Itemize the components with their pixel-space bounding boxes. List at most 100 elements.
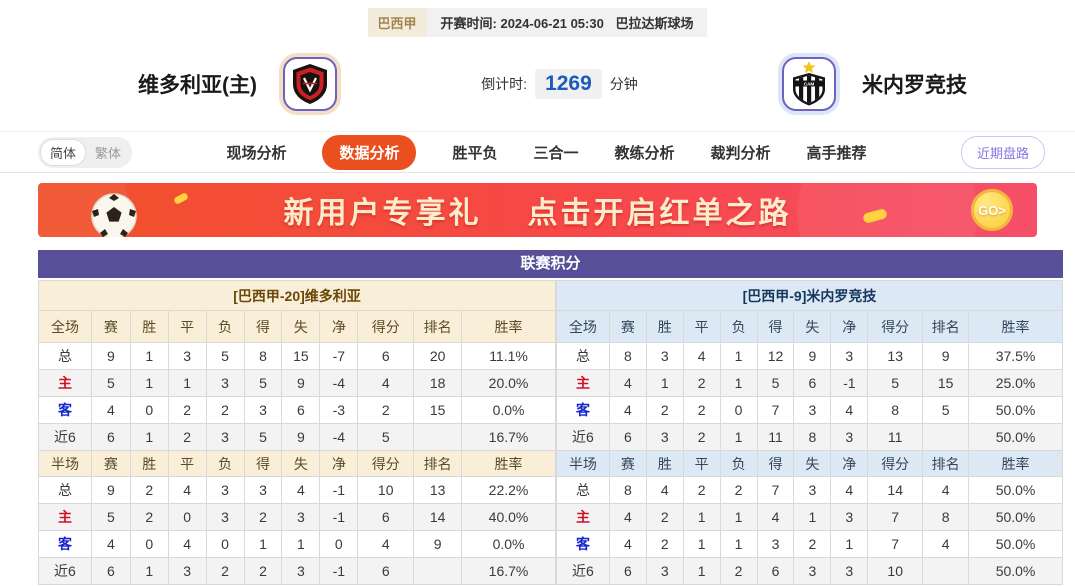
table-cell: 8 xyxy=(867,396,924,424)
column-header: 胜 xyxy=(645,310,684,343)
table-cell: 3 xyxy=(793,476,832,504)
column-header: 负 xyxy=(719,310,758,343)
nav-item-three-in-one[interactable]: 三合一 xyxy=(533,144,579,162)
lang-toggle-simplified[interactable]: 简体 xyxy=(40,138,87,166)
table-cell: 1 xyxy=(281,530,321,558)
table-cell: 3 xyxy=(205,503,245,531)
nav-item-coach-analysis[interactable]: 教练分析 xyxy=(614,144,675,162)
nav-item-expert-picks[interactable]: 高手推荐 xyxy=(806,144,867,162)
table-cell: 50.0% xyxy=(968,476,1063,504)
table-cell: 3 xyxy=(167,342,207,370)
table-cell: 4 xyxy=(922,476,970,504)
table-cell: 6 xyxy=(90,423,131,451)
column-header: 排名 xyxy=(413,310,463,343)
column-header: 赛 xyxy=(608,450,647,477)
column-header: 胜率 xyxy=(968,450,1063,477)
match-header: 维多利亚(主) 倒计时: 1269 分钟 xyxy=(0,37,1075,131)
column-header: 胜 xyxy=(129,450,169,477)
banner-text-left: 新用户专享礼 xyxy=(283,197,482,230)
table-cell: -4 xyxy=(319,369,359,397)
column-header: 得 xyxy=(756,450,795,477)
kickoff-time: 开赛时间: 2024-06-21 05:30 xyxy=(440,16,604,31)
table-cell: 0 xyxy=(319,530,359,558)
table-cell: 3 xyxy=(281,557,321,585)
table-cell: 50.0% xyxy=(968,503,1063,531)
column-header: 得 xyxy=(243,310,283,343)
column-header: 排名 xyxy=(922,450,970,477)
table-cell: 6 xyxy=(90,557,131,585)
promo-banner[interactable]: 新用户专享礼 点击开启红单之路 GO> xyxy=(38,183,1037,237)
recent-odds-button[interactable]: 近期盘路 xyxy=(960,135,1045,169)
football-icon xyxy=(91,193,137,237)
table-cell: -3 xyxy=(319,396,359,424)
banner-text-right: 点击开启红单之路 xyxy=(527,197,792,230)
table-cell: 2 xyxy=(645,396,684,424)
league-table-title: 联赛积分 xyxy=(38,250,1063,278)
countdown-unit: 分钟 xyxy=(609,76,638,92)
table-cell: 3 xyxy=(793,557,832,585)
table-cell: 2 xyxy=(719,557,758,585)
nav-item-live-analysis[interactable]: 现场分析 xyxy=(226,144,287,162)
home-stats-table: [巴西甲-20]维多利亚 全场赛胜平负得失净得分 排名 胜率总 9 1 3 5 8 15 -7 6 20… xyxy=(38,280,556,585)
table-cell: 2 xyxy=(719,476,758,504)
column-header: 平 xyxy=(682,310,721,343)
table-cell: 9 xyxy=(90,342,131,370)
league-points-section: 联赛积分 [巴西甲-20]维多利亚 全场赛胜平负得失净得分 排名 胜率总 9 1 3 5 8 15… xyxy=(38,250,1064,585)
banner-glow xyxy=(797,183,977,237)
banner-text: 新用户专享礼 点击开启红单之路 xyxy=(284,188,792,232)
table-cell: 6 xyxy=(357,557,415,585)
table-cell: 6 xyxy=(357,503,415,531)
table-cell: 9 xyxy=(281,423,321,451)
table-cell: 1 xyxy=(719,423,758,451)
column-header: 平 xyxy=(167,450,207,477)
table-cell: 0 xyxy=(167,503,207,531)
table-cell: 4 xyxy=(682,342,721,370)
table-cell: 1 xyxy=(167,369,207,397)
table-cell: 8 xyxy=(608,476,647,504)
row-label: 近6 xyxy=(38,423,92,451)
column-header: 得分 xyxy=(357,450,415,477)
column-header: 得 xyxy=(243,450,283,477)
column-header: 全场 xyxy=(38,310,92,343)
row-label: 主 xyxy=(555,369,610,397)
table-cell: -4 xyxy=(319,423,359,451)
column-header: 得分 xyxy=(867,310,924,343)
table-cell: 9 xyxy=(413,530,463,558)
row-label: 总 xyxy=(38,342,92,370)
column-header: 赛 xyxy=(608,310,647,343)
table-cell: 2 xyxy=(645,503,684,531)
table-cell: 0 xyxy=(129,530,169,558)
kickoff-info: 开赛时间: 2024-06-21 05:30 巴拉达斯球场 xyxy=(426,8,708,37)
column-header: 胜率 xyxy=(968,310,1063,343)
home-team-logo xyxy=(283,57,337,111)
table-cell: 3 xyxy=(793,396,832,424)
table-cell: 2 xyxy=(645,530,684,558)
table-cell: 2 xyxy=(682,423,721,451)
top-info-bar: 巴西甲 开赛时间: 2024-06-21 05:30 巴拉达斯球场 xyxy=(0,0,1075,37)
table-cell: 2 xyxy=(205,557,245,585)
league-badge: 巴西甲 xyxy=(367,8,427,37)
table-cell: 4 xyxy=(608,396,647,424)
nav-item-data-analysis[interactable]: 数据分析 xyxy=(322,134,417,170)
table-cell: 5 xyxy=(90,369,131,397)
table-cell: 1 xyxy=(129,369,169,397)
table-cell: 3 xyxy=(205,369,245,397)
go-button[interactable]: GO> xyxy=(971,189,1013,231)
table-cell: 7 xyxy=(756,476,795,504)
column-header: 失 xyxy=(281,450,321,477)
column-header: 负 xyxy=(205,310,245,343)
table-cell: 1 xyxy=(645,369,684,397)
column-header: 失 xyxy=(793,310,832,343)
row-label: 近6 xyxy=(555,423,610,451)
nav-item-referee-analysis[interactable]: 裁判分析 xyxy=(710,144,771,162)
lang-toggle-traditional[interactable]: 繁体 xyxy=(95,145,122,161)
table-cell: -1 xyxy=(319,476,359,504)
table-cell: 4 xyxy=(922,530,970,558)
table-cell: 2 xyxy=(205,396,245,424)
league-tables: [巴西甲-20]维多利亚 全场赛胜平负得失净得分 排名 胜率总 9 1 3 5 8 15 -7 6 20… xyxy=(38,280,1064,585)
nav-item-wdl[interactable]: 胜平负 xyxy=(452,144,498,162)
table-cell: 1 xyxy=(243,530,283,558)
table-cell: 4 xyxy=(357,530,415,558)
table-cell: 2 xyxy=(793,530,832,558)
table-cell: 6 xyxy=(793,369,832,397)
